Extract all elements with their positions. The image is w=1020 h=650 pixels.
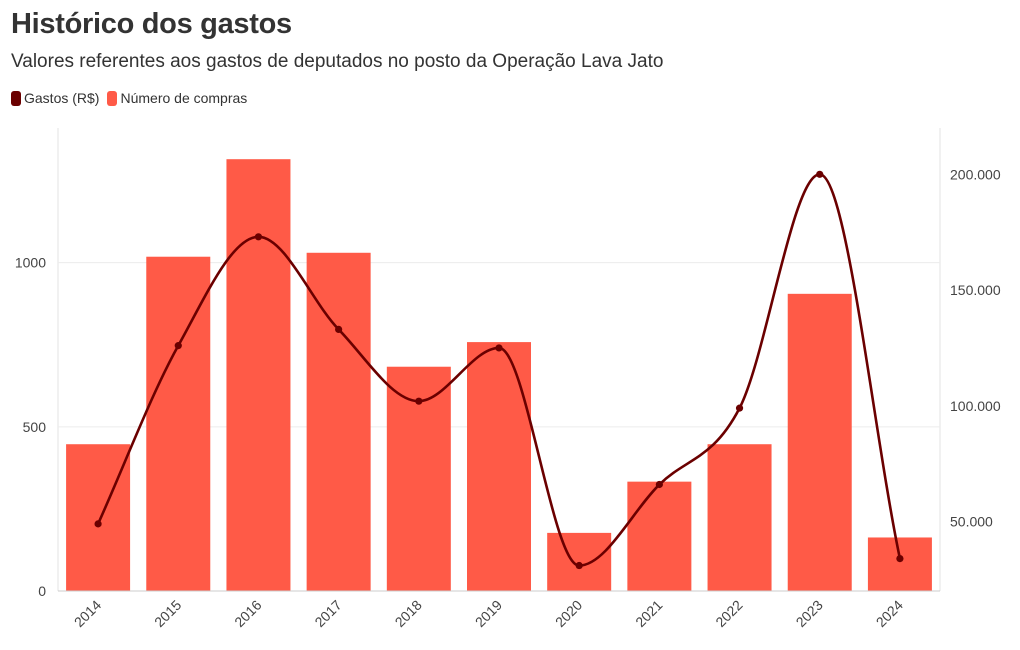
y-left-tick-label: 1000 (15, 255, 46, 271)
point-gastos-2023 (816, 170, 824, 178)
bar-2014 (66, 444, 131, 591)
point-gastos-2015 (174, 342, 182, 350)
legend-label-compras: Número de compras (120, 90, 248, 106)
x-tick-label: 2017 (311, 597, 344, 630)
y-left-tick-label: 500 (23, 419, 47, 435)
bar-2023 (787, 293, 852, 591)
point-gastos-2014 (94, 520, 102, 528)
x-tick-label: 2024 (873, 597, 906, 630)
bar-2024 (867, 537, 932, 591)
y-right-tick-label: 200.000 (950, 166, 1001, 182)
point-gastos-2016 (254, 233, 263, 241)
x-tick-label: 2022 (712, 597, 745, 630)
chart-title: Histórico dos gastos (11, 8, 292, 40)
x-tick-label: 2021 (632, 597, 665, 630)
y-right-tick-label: 100.000 (950, 398, 1001, 414)
point-gastos-2020 (575, 561, 583, 570)
legend-label-gastos: Gastos (R$) (24, 90, 100, 106)
legend: Gastos (R$) Número de compras (11, 90, 255, 106)
point-gastos-2019 (495, 344, 503, 352)
x-tick-label: 2020 (552, 597, 585, 630)
point-gastos-2021 (655, 480, 663, 489)
line-gastos (96, 172, 902, 567)
y-right-tick-label: 50.000 (950, 514, 993, 530)
x-tick-label: 2018 (392, 597, 425, 630)
legend-item-compras[interactable]: Número de compras (107, 90, 247, 106)
point-gastos-2017 (335, 325, 343, 334)
bar-2019 (467, 342, 531, 591)
x-tick-label: 2019 (472, 597, 505, 630)
x-tick-label: 2015 (151, 597, 184, 630)
point-gastos-2018 (415, 397, 423, 405)
y-right-tick-label: 150.000 (950, 282, 1001, 298)
bar-2015 (146, 256, 211, 591)
chart-subtitle: Valores referentes aos gastos de deputad… (11, 51, 664, 72)
x-tick-label: 2023 (793, 597, 826, 630)
x-tick-label: 2016 (231, 597, 264, 630)
legend-item-gastos[interactable]: Gastos (R$) (11, 90, 99, 106)
bar-2022 (707, 444, 772, 591)
point-gastos-2022 (735, 404, 744, 412)
y-left-tick-label: 0 (38, 583, 46, 599)
legend-swatch-gastos (11, 90, 21, 106)
bar-2016 (226, 159, 291, 591)
x-tick-label: 2014 (71, 597, 104, 630)
legend-swatch-compras (107, 90, 118, 106)
bar-2021 (627, 481, 692, 591)
point-gastos-2024 (896, 554, 904, 563)
bar-2017 (306, 252, 371, 591)
